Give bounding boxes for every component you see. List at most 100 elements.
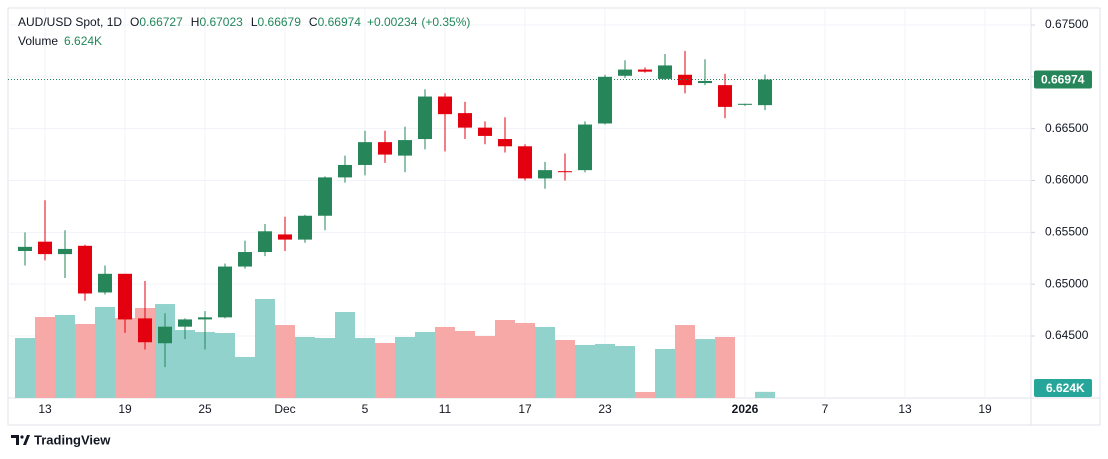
volume-bar: [255, 299, 275, 398]
candle-body: [158, 326, 172, 344]
volume-bar: [495, 320, 515, 398]
x-tick-label: 13: [898, 402, 912, 416]
volume-bar: [215, 333, 235, 398]
l-value: 0.66679: [258, 15, 302, 29]
volume-value: 6.624K: [64, 34, 102, 48]
o-label: O: [130, 15, 139, 29]
y-tick-label: 0.66500: [1045, 121, 1089, 135]
candle-body: [38, 241, 52, 255]
volume-bar: [715, 336, 735, 398]
volume-tag: [1034, 379, 1092, 397]
volume-bar: [195, 331, 215, 398]
volume-bar: [655, 348, 675, 398]
candle-body: [498, 139, 512, 147]
volume-bar: [15, 338, 35, 398]
volume-bar: [455, 330, 475, 398]
y-tick-label: 0.64500: [1045, 328, 1089, 342]
y-tick-label: 0.66000: [1045, 173, 1089, 187]
volume-bar: [275, 325, 295, 398]
candle-body: [358, 142, 372, 165]
last-price-tag: [1034, 70, 1092, 89]
volume-bar: [675, 325, 695, 398]
candle-body: [398, 140, 412, 156]
candle-body: [278, 234, 292, 240]
logo-mark: [11, 435, 19, 445]
candle-body: [678, 74, 692, 86]
logo-mark: [23, 435, 30, 445]
x-tick-label: 5: [362, 402, 369, 416]
candle-body: [138, 318, 152, 343]
volume-bar: [55, 314, 75, 398]
change-pct: (+0.35%): [421, 15, 470, 29]
volume-bar: [695, 339, 715, 398]
candle-body: [558, 171, 572, 173]
h-label: H: [191, 15, 200, 29]
volume-bar: [335, 312, 355, 398]
axes: 0.64500 0.65000 0.65500 0.66000 0.66500 0.670…: [8, 17, 1092, 416]
candle-body: [378, 142, 392, 155]
volume-bar: [355, 338, 375, 398]
volume-bar: [295, 336, 315, 398]
volume-bar: [575, 344, 595, 398]
candles: [18, 50, 772, 368]
candle-body: [238, 252, 252, 267]
last-price-label: 0.66974: [1041, 73, 1085, 87]
volume-bar: [595, 343, 615, 398]
candle-body: [738, 103, 752, 105]
volume-bar: [175, 330, 195, 398]
candle-body: [338, 164, 352, 178]
c-value: 0.66974: [318, 15, 362, 29]
volume-legend: Volume 6.624K: [18, 34, 102, 48]
candle-body: [258, 231, 272, 253]
volume-bar: [755, 391, 775, 398]
candle-body: [658, 65, 672, 79]
x-tick-label: 19: [978, 402, 992, 416]
logo-dot: [20, 435, 24, 439]
volume-bar: [435, 326, 455, 398]
change: +0.00234: [367, 15, 418, 29]
o-value: 0.66727: [139, 15, 183, 29]
volume-bar: [35, 317, 55, 398]
x-tick-label: 19: [118, 402, 132, 416]
footer-brand: TradingView: [34, 432, 111, 447]
candle-body: [458, 113, 472, 128]
candle-body: [298, 215, 312, 240]
candle-body: [478, 127, 492, 136]
volume-bar: [515, 322, 535, 398]
candle-body: [638, 69, 652, 72]
candle-body: [718, 85, 732, 107]
candle-body: [758, 79, 772, 106]
x-tick-label: 23: [598, 402, 612, 416]
volume-bar: [235, 356, 255, 398]
volume-bar: [475, 335, 495, 398]
volume-bar: [415, 331, 435, 398]
candle-body: [578, 124, 592, 171]
candle-body: [538, 170, 552, 179]
y-tick-label: 0.67500: [1045, 17, 1089, 31]
candle-body: [438, 96, 452, 115]
candle-body: [318, 177, 332, 216]
candle-body: [598, 76, 612, 124]
l-label: L: [251, 15, 258, 29]
candle-body: [58, 248, 72, 255]
logo: TradingView: [11, 432, 111, 447]
c-label: C: [309, 15, 318, 29]
y-tick-label: 0.65500: [1045, 225, 1089, 239]
x-tick-label: 17: [518, 402, 532, 416]
symbol: AUD/USD Spot, 1D: [18, 15, 122, 29]
candle-body: [118, 273, 132, 320]
volume-bar: [635, 391, 655, 398]
x-tick-label: Dec: [274, 402, 295, 416]
volume-bar: [375, 343, 395, 398]
candle-body: [78, 245, 92, 294]
volume-tag-label: 6.624K: [1046, 381, 1085, 395]
volume-label: Volume: [18, 34, 58, 48]
volume-bar: [115, 317, 135, 398]
h-value: 0.67023: [199, 15, 243, 29]
candle-body: [178, 319, 192, 327]
x-tick-label: 11: [439, 402, 452, 416]
x-tick-label: 25: [198, 402, 212, 416]
y-tick-label: 0.65000: [1045, 276, 1089, 290]
